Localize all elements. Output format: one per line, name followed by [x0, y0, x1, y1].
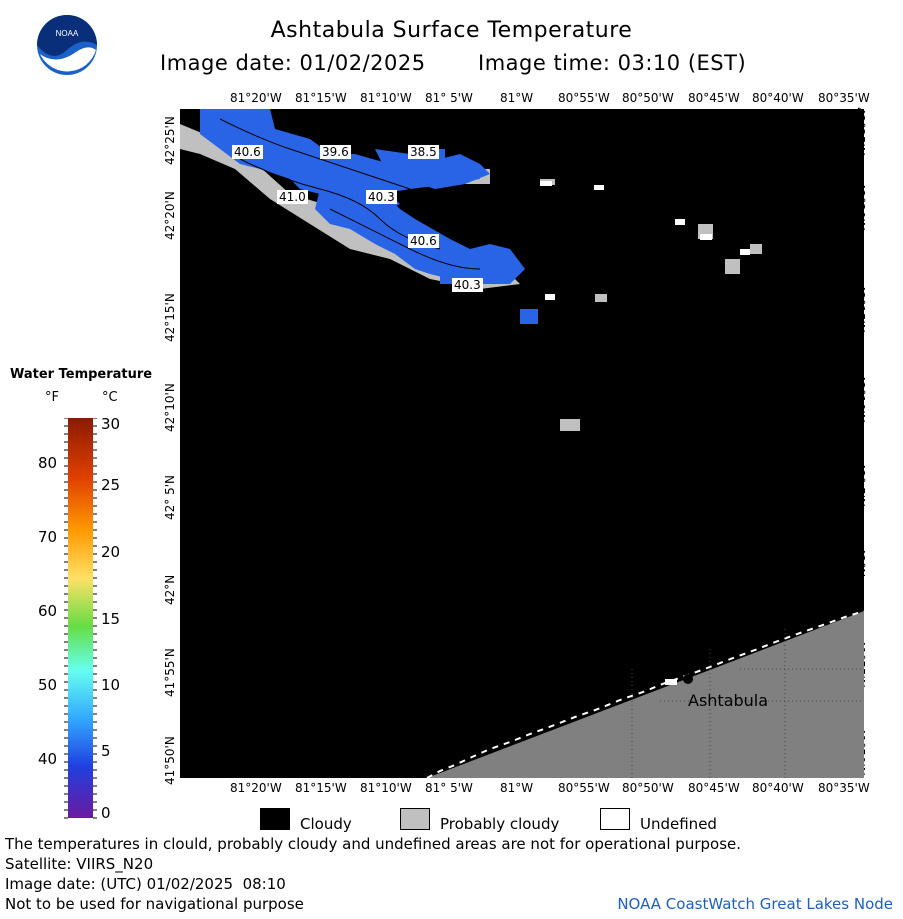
- lat-label-left: 42°15'N: [163, 293, 177, 342]
- noaa-logo: NOAA: [36, 14, 98, 76]
- legend-c-tick: 0: [101, 804, 111, 822]
- color-bar-ticks: [64, 418, 97, 819]
- lat-label-left: 42° 5'N: [163, 475, 177, 520]
- credit: NOAA CoastWatch Great Lakes Node: [617, 895, 893, 913]
- legend-title: Water Temperature: [10, 367, 153, 382]
- land-area: [427, 611, 864, 778]
- undefined-label: Undefined: [640, 815, 717, 833]
- lon-label-bottom: 81°10'W: [360, 781, 412, 795]
- temp-label: 40.6: [408, 234, 439, 248]
- temp-label: 40.3: [366, 190, 397, 204]
- legend-f-tick: 50: [38, 676, 58, 694]
- lat-label-left: 41°50'N: [163, 736, 177, 785]
- shoreline: [426, 610, 864, 778]
- legend-c-tick: 25: [101, 476, 121, 494]
- lon-label-top: 80°55'W: [558, 91, 610, 105]
- legend-unit-c: °C: [102, 390, 118, 405]
- lat-label-left: 42°10'N: [163, 383, 177, 432]
- ashtabula-marker: [683, 674, 693, 684]
- temp-label: 40.3: [452, 278, 483, 292]
- legend-unit-f: °F: [45, 390, 59, 405]
- lon-label-top: 80°50'W: [622, 91, 674, 105]
- lon-label-bottom: 81°15'W: [295, 781, 347, 795]
- lon-label-bottom: 80°35'W: [818, 781, 870, 795]
- temperature-map[interactable]: [180, 109, 864, 778]
- lon-label-top: 80°45'W: [688, 91, 740, 105]
- cloudy-label: Cloudy: [300, 815, 352, 833]
- temp-label: 40.6: [232, 145, 263, 159]
- image-time: Image time: 03:10 (EST): [478, 51, 747, 75]
- temp-label: 38.5: [408, 145, 439, 159]
- lon-label-top: 81°10'W: [360, 91, 412, 105]
- legend-c-tick: 15: [101, 610, 121, 628]
- lon-label-bottom: 80°55'W: [558, 781, 610, 795]
- lon-label-top: 80°40'W: [752, 91, 804, 105]
- temperature-color-bar: [68, 418, 93, 818]
- lat-label-left: 42°20'N: [163, 191, 177, 240]
- legend-c-tick: 10: [101, 676, 121, 694]
- utc-date: Image date: (UTC) 01/02/2025 08:10: [5, 875, 286, 893]
- lon-label-top: 81°20'W: [230, 91, 282, 105]
- probably-cloudy-swatch: [400, 808, 430, 830]
- lon-label-top: 80°35'W: [818, 91, 870, 105]
- lon-label-top: 81° 5'W: [425, 91, 473, 105]
- legend-f-tick: 60: [38, 602, 58, 620]
- lon-label-bottom: 81°20'W: [230, 781, 282, 795]
- legend-c-tick: 5: [101, 742, 111, 760]
- legend-c-tick: 30: [101, 415, 121, 433]
- undefined-swatch: [600, 808, 630, 830]
- lon-label-top: 81°15'W: [295, 91, 347, 105]
- lat-label-left: 41°55'N: [163, 648, 177, 697]
- probably-cloudy-label: Probably cloudy: [440, 815, 560, 833]
- lat-label-left: 42°25'N: [163, 116, 177, 165]
- page-title: Ashtabula Surface Temperature: [270, 18, 633, 43]
- lon-label-bottom: 80°45'W: [688, 781, 740, 795]
- legend-f-tick: 40: [38, 750, 58, 768]
- place-label-ashtabula: Ashtabula: [688, 691, 769, 710]
- disclaimer: The temperatures in clould, probably clo…: [5, 835, 742, 853]
- lon-label-bottom: 81°W: [500, 781, 534, 795]
- legend-f-tick: 70: [38, 528, 58, 546]
- lon-label-bottom: 81° 5'W: [425, 781, 473, 795]
- temp-label: 41.0: [277, 190, 308, 204]
- satellite: Satellite: VIIRS_N20: [5, 855, 154, 873]
- lon-label-bottom: 80°40'W: [752, 781, 804, 795]
- image-date: Image date: 01/02/2025: [160, 51, 426, 75]
- lon-label-bottom: 80°50'W: [622, 781, 674, 795]
- legend-f-tick: 80: [38, 454, 58, 472]
- lat-label-left: 42°N: [163, 574, 177, 605]
- nav-warning: Not to be used for navigational purpose: [5, 895, 304, 913]
- svg-text:NOAA: NOAA: [56, 29, 79, 38]
- temp-label: 39.6: [320, 145, 351, 159]
- cloudy-swatch: [260, 808, 290, 830]
- lon-label-top: 81°W: [500, 91, 534, 105]
- legend-c-tick: 20: [101, 543, 121, 561]
